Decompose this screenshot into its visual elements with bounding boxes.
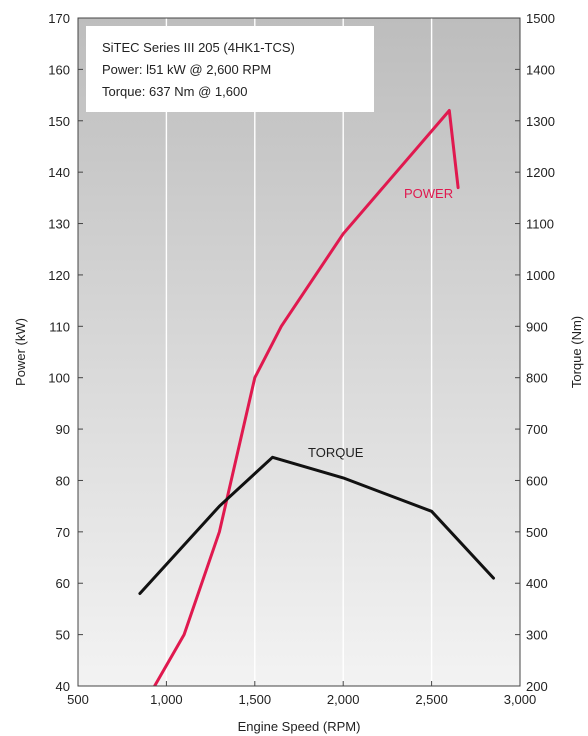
y-tick-label: 120 xyxy=(48,268,70,283)
plot-frame xyxy=(77,17,521,687)
y-tick-label: 80 xyxy=(56,473,70,488)
info-box: SiTEC Series III 205 (4HK1-TCS) Power: l… xyxy=(86,26,374,112)
y2-tick-label: 900 xyxy=(526,319,548,334)
y-tick-label: 160 xyxy=(48,62,70,77)
y2-tick-label: 600 xyxy=(526,473,548,488)
x-axis-title: Engine Speed (RPM) xyxy=(238,719,361,734)
y-tick-label: 90 xyxy=(56,422,70,437)
y-tick-label: 40 xyxy=(56,679,70,694)
x-tick-label: 2,500 xyxy=(415,692,448,707)
y-tick-label: 70 xyxy=(56,525,70,540)
y-tick-label: 60 xyxy=(56,576,70,591)
y2-tick-label: 1400 xyxy=(526,62,555,77)
y-tick-label: 140 xyxy=(48,165,70,180)
y-axis-title: Power (kW) xyxy=(13,318,28,386)
y2-axis-title: Torque (Nm) xyxy=(569,316,584,388)
series-line-power xyxy=(152,109,460,686)
y2-tick-label: 800 xyxy=(526,371,548,386)
x-tick-label: 2,000 xyxy=(327,692,360,707)
series-lines xyxy=(138,109,495,686)
series-line-torque xyxy=(138,455,495,595)
y-tick-label: 100 xyxy=(48,371,70,386)
info-box-background xyxy=(86,26,374,112)
y2-tick-label: 1300 xyxy=(526,114,555,129)
info-line-power: Power: l51 kW @ 2,600 RPM xyxy=(102,62,271,77)
y2-tick-label: 1100 xyxy=(526,217,554,232)
x-tick-label: 500 xyxy=(67,692,89,707)
y2-tick-label: 200 xyxy=(526,679,548,694)
info-line-torque: Torque: 637 Nm @ 1,600 xyxy=(102,84,247,99)
y2-tick-label: 1000 xyxy=(526,268,555,283)
y-tick-label: 150 xyxy=(48,114,70,129)
series-label-power: POWER xyxy=(404,186,453,201)
y2-tick-label: 1200 xyxy=(526,165,555,180)
y-tick-label: 170 xyxy=(48,11,70,26)
y-tick-label: 130 xyxy=(48,217,70,232)
axis-ticks: 500 1,000 1,500 2,000 2,500 3,000 40 50 60 70 80 90… xyxy=(48,11,555,707)
y-tick-label: 110 xyxy=(49,319,70,334)
plot-background xyxy=(78,18,520,686)
y2-tick-label: 400 xyxy=(526,576,548,591)
y2-tick-label: 1500 xyxy=(526,11,555,26)
y2-tick-label: 300 xyxy=(526,628,548,643)
x-tick-label: 1,000 xyxy=(150,692,183,707)
y-tick-label: 50 xyxy=(56,628,70,643)
x-tick-label: 1,500 xyxy=(239,692,272,707)
y2-tick-label: 700 xyxy=(526,422,548,437)
y2-tick-label: 500 xyxy=(526,525,548,540)
series-label-torque: TORQUE xyxy=(308,445,364,460)
info-line-model: SiTEC Series III 205 (4HK1-TCS) xyxy=(102,40,295,55)
x-tick-label: 3,000 xyxy=(504,692,537,707)
